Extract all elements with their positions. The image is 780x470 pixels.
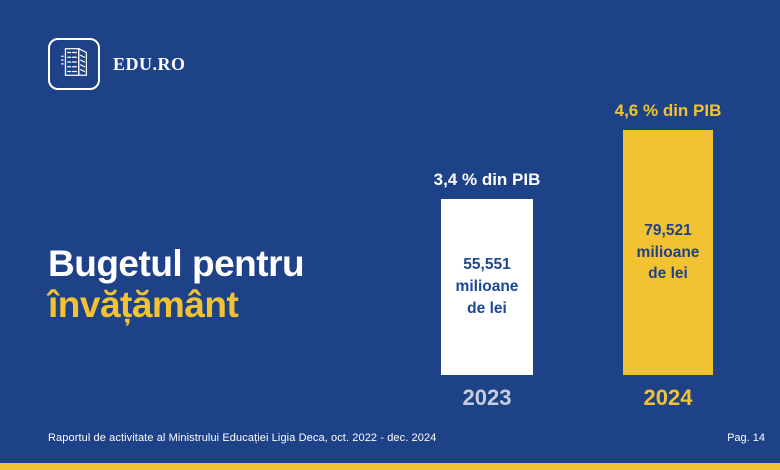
- bar-pib-label: 3,4 % din PIB: [433, 170, 541, 189]
- bottom-accent-strip: [0, 463, 780, 470]
- bar-group-2023: 3,4 % din PIB 55,551 milioane de lei 202…: [434, 170, 541, 410]
- bar-unit-1: milioane: [455, 278, 519, 296]
- bar-unit-1: milioane: [636, 243, 700, 261]
- bar-unit-2: de lei: [648, 265, 688, 283]
- bar-year-label: 2024: [643, 385, 693, 410]
- edu-ro-logo: EDU.RO: [48, 38, 186, 90]
- bar: 55,551 milioane de lei: [441, 199, 533, 375]
- logo-frame: [48, 38, 100, 90]
- bar-year-label: 2023: [462, 385, 512, 410]
- bar-unit-2: de lei: [467, 299, 507, 317]
- slide-title: Bugetul pentru învățământ: [48, 243, 305, 326]
- logo-wordmark: EDU.RO: [113, 53, 186, 74]
- bar-value-label: 55,551 milioane de lei: [456, 254, 519, 319]
- bar-value: 55,551: [463, 256, 511, 274]
- slide-title-line2: învățământ: [48, 284, 239, 326]
- bar: 79,521 milioane de lei: [623, 130, 713, 375]
- slide-title-line1: Bugetul pentru: [48, 243, 305, 284]
- bar-value-label: 79,521 milioane de lei: [637, 220, 700, 285]
- bar-pib-label: 4,6 % din PIB: [614, 101, 722, 120]
- bar-group-2024: 4,6 % din PIB 79,521 milioane de lei 202…: [615, 101, 722, 410]
- ministry-building-icon: [55, 43, 93, 86]
- page-number: Pag. 14: [727, 432, 765, 444]
- bar-value: 79,521: [644, 221, 692, 239]
- footer-report-text: Raportul de activitate al Ministrului Ed…: [48, 432, 437, 444]
